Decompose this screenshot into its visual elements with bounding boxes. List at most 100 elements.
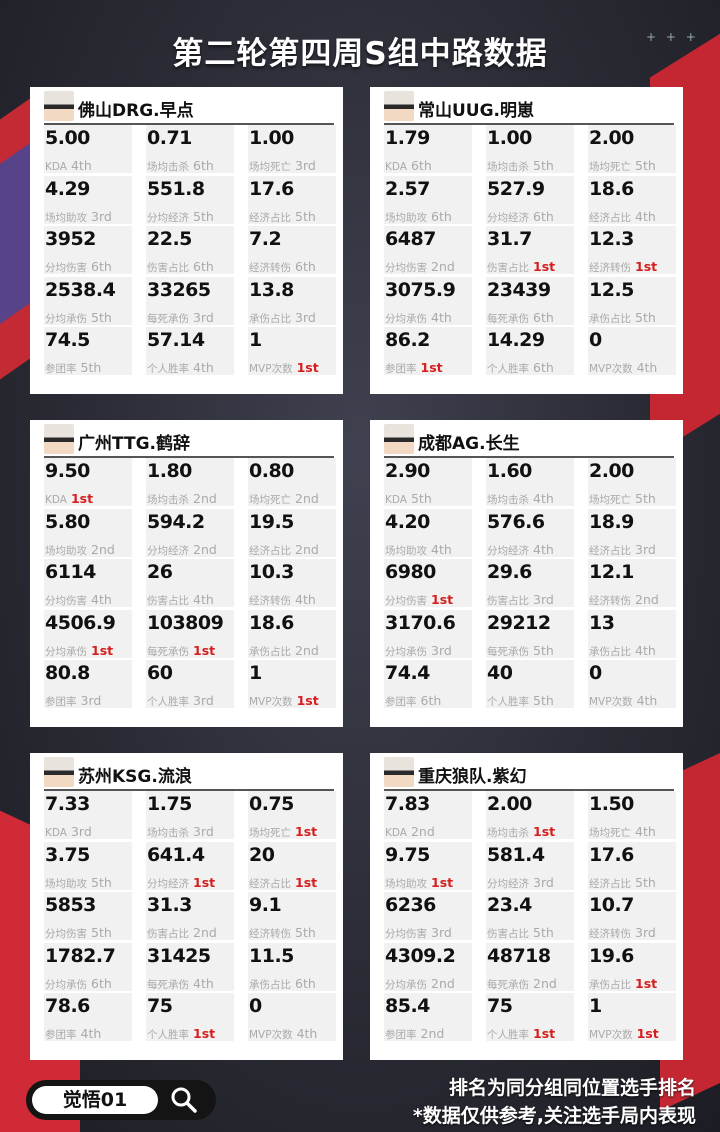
stat-label: 伤害占比 (487, 595, 529, 607)
stat-rank: 6th (533, 208, 554, 224)
search-icon[interactable] (170, 1086, 198, 1114)
stat-cell-background (44, 125, 132, 173)
stat-cell-background (486, 609, 574, 658)
stat-label-row: 场均死亡 4th (589, 824, 656, 840)
stat-label: KDA (385, 494, 407, 506)
stat-rank: 5th (635, 158, 656, 173)
stat-label: 分均经济 (147, 211, 189, 224)
stat-rank: 3rd (193, 824, 214, 839)
stat-cell-background (384, 791, 472, 839)
stat-value: 0.80 (249, 460, 294, 482)
stat-cell-background (248, 892, 336, 940)
stat-cell: 5.80 场均助攻 2nd (44, 508, 138, 559)
stat-rank: 3rd (193, 693, 214, 708)
stat-value: 6114 (45, 561, 96, 583)
stat-cell-background (146, 660, 234, 708)
stat-cell: 29.6 伤害占比 3rd (486, 559, 580, 609)
stat-cell-background (44, 226, 132, 274)
stat-value: 2.57 (385, 177, 430, 200)
avatar (44, 757, 74, 787)
stat-cell-background (384, 892, 472, 940)
player-name: 成都AG.长生 (418, 434, 520, 454)
stat-label-row: 场均助攻 4th (385, 542, 452, 558)
stat-value: 1 (589, 995, 602, 1017)
stat-value: 5853 (45, 894, 96, 916)
stat-rank: 2nd (431, 259, 455, 274)
stat-cell-background (146, 175, 234, 224)
stat-value: 4.20 (385, 510, 430, 533)
stat-cell-background (384, 125, 472, 173)
stat-cell: 19.5 经济占比 2nd (248, 508, 342, 559)
stat-cell-background (588, 559, 676, 607)
stat-cell: 0 MVP次数 4th (588, 327, 682, 377)
stat-value: 18.6 (589, 177, 634, 200)
stat-cell: 2.00 场均死亡 5th (588, 125, 682, 175)
stat-cell-background (248, 327, 336, 375)
stat-value: 23.4 (487, 894, 532, 916)
stat-cell-background (248, 791, 336, 839)
stat-label: 分均经济 (147, 544, 189, 557)
stat-value: 78.6 (45, 995, 90, 1017)
stat-rank: 3rd (295, 309, 316, 325)
stat-rank: 5th (91, 309, 112, 325)
search-bar[interactable]: 觉悟01 (26, 1080, 216, 1120)
stat-label: 个人胜率 (487, 1029, 529, 1041)
stats-grid: 2.90 KDA 5th 1.60 场均击杀 4th 2.00 场均死亡 5th 4.20 场均助攻… (384, 458, 676, 722)
stat-label-row: 每死承伤 1st (147, 643, 215, 659)
stat-rank: 3rd (193, 309, 214, 325)
stat-label-row: 经济转伤 6th (249, 259, 316, 275)
stat-rank: 6th (533, 360, 554, 375)
stat-cell: 2.00 场均击杀 1st (486, 791, 580, 841)
stat-label-row: 每死承伤 5th (487, 643, 554, 659)
stat-cell-background (384, 508, 472, 557)
stat-value: 29212 (487, 611, 551, 634)
stat-value: 103809 (147, 611, 224, 634)
avatar (384, 424, 414, 454)
stat-value: 0 (589, 662, 602, 684)
stat-value: 0 (249, 995, 262, 1017)
stat-label-row: 参团率 1st (385, 360, 443, 376)
stat-cell: 31.3 伤害占比 2nd (146, 892, 240, 942)
stat-cell-background (146, 993, 234, 1041)
stat-cell-background (146, 458, 234, 506)
stat-value: 75 (147, 995, 173, 1017)
stat-cell-background (146, 327, 234, 375)
stat-cell: 60 个人胜率 3rd (146, 660, 240, 710)
stat-cell-background (588, 791, 676, 839)
stat-label: 分均承伤 (385, 312, 427, 325)
stat-rank: 3rd (80, 693, 102, 708)
stat-cell-background (384, 660, 472, 708)
stat-cell-background (486, 660, 574, 708)
stat-cell-background (44, 660, 132, 708)
stat-rank: 1st (91, 642, 114, 658)
player-header: 苏州KSG.流浪 (44, 757, 334, 791)
stat-rank: 5th (635, 309, 656, 325)
stat-cell-background (248, 993, 336, 1041)
stat-cell-background (486, 125, 574, 173)
stat-cell: 551.8 分均经济 5th (146, 175, 240, 226)
stat-label-row: 参团率 5th (45, 360, 101, 376)
stat-cell: 26 伤害占比 4th (146, 559, 240, 609)
stat-value: 551.8 (147, 177, 205, 200)
stat-label-row: 个人胜率 4th (147, 360, 214, 376)
stat-cell: 10.3 经济转伤 4th (248, 559, 342, 609)
stat-label: 分均经济 (487, 544, 529, 557)
stat-cell-background (146, 791, 234, 839)
stat-rank: 2nd (295, 491, 319, 506)
stat-cell: 7.83 KDA 2nd (384, 791, 478, 841)
stat-cell: 80.8 参团率 3rd (44, 660, 138, 710)
stat-label: 每死承伤 (147, 312, 189, 325)
stat-rank: 6th (91, 259, 112, 274)
stat-rank: 5th (80, 360, 102, 375)
stat-label: 参团率 (45, 1029, 77, 1041)
stat-rank: 5th (533, 642, 554, 658)
player-card: 佛山DRG.早点 5.00 KDA 4th 0.71 场均击杀 6th 1.00 场均死亡 3rd… (30, 87, 343, 394)
stat-label-row: 分均伤害 1st (385, 592, 453, 608)
stat-cell: 1.00 场均击杀 5th (486, 125, 580, 175)
stat-cell-background (248, 458, 336, 506)
stat-value: 31425 (147, 944, 211, 967)
stat-label-row: 分均经济 4th (487, 542, 554, 558)
stat-value: 33265 (147, 278, 211, 301)
stat-cell: 1 MVP次数 1st (248, 327, 342, 377)
stat-rank: 1st (533, 1026, 556, 1041)
